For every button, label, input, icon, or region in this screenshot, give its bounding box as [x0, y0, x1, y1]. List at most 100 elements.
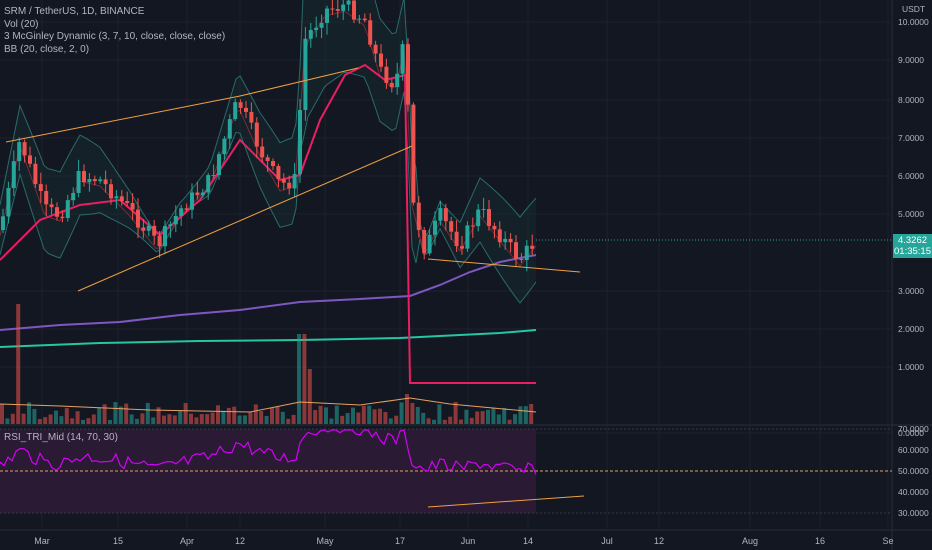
price-axis-label: 7.0000 — [898, 133, 924, 143]
rsi-axis-label: 40.0000 — [898, 487, 929, 497]
volume-bar — [453, 402, 458, 424]
price-axis-label: 3.0000 — [898, 286, 924, 296]
candle-body — [514, 242, 518, 259]
candle-body — [519, 258, 524, 261]
volume-bar — [248, 412, 253, 424]
candle-body — [173, 215, 178, 225]
candle-body — [465, 225, 470, 249]
candle-body — [470, 225, 475, 227]
volume-bar — [140, 413, 145, 424]
candle-body — [271, 161, 275, 167]
candle-body — [492, 225, 497, 230]
candle-body — [49, 204, 54, 208]
volume-bar — [91, 414, 96, 424]
symbol-title[interactable]: SRM / TetherUS, 1D, BINANCE — [4, 6, 145, 17]
time-axis-label: Jul — [601, 536, 613, 546]
volume-bar — [243, 415, 247, 424]
trend-line — [5, 95, 241, 143]
bar-countdown: 01:35:15 — [894, 246, 931, 257]
candle-body — [200, 192, 205, 196]
candle-body — [416, 202, 421, 231]
current-price-tag: 4.3262 01:35:15 — [893, 234, 932, 258]
candle-body — [55, 207, 59, 217]
candle-body — [92, 178, 97, 182]
candle-body — [146, 225, 151, 231]
volume-bar — [502, 408, 507, 424]
candle-body — [163, 225, 167, 247]
volume-bar — [48, 414, 53, 424]
volume-bar — [124, 403, 129, 424]
candle-body — [130, 202, 135, 210]
volume-bar — [297, 334, 301, 424]
time-axis-label: 12 — [654, 536, 664, 546]
volume-bar — [27, 402, 31, 424]
volume-bar — [86, 418, 91, 424]
volume-bar — [378, 408, 382, 424]
candle-body — [254, 122, 259, 147]
time-axis-label: 16 — [815, 536, 825, 546]
price-axis-currency: USDT — [902, 4, 925, 14]
candle-body — [460, 246, 464, 249]
candle-body — [330, 8, 335, 10]
volume-bar — [513, 414, 517, 424]
candle-body — [28, 155, 32, 164]
rsi-indicator-title[interactable]: RSI_TRI_Mid (14, 70, 30) — [4, 432, 118, 443]
time-axis-label: 17 — [395, 536, 405, 546]
candle-body — [422, 230, 427, 254]
volume-bar — [448, 416, 453, 424]
candle-body — [233, 102, 238, 120]
indicator-mcginley[interactable]: 3 McGinley Dynamic (3, 7, 10, close, clo… — [4, 31, 226, 42]
candle-body — [352, 0, 356, 20]
candle-body — [438, 208, 443, 221]
rsi-axis-label: 60.0000 — [898, 445, 929, 455]
time-axis-label: Mar — [34, 536, 50, 546]
candle-body — [22, 142, 27, 156]
chart-legend: SRM / TetherUS, 1D, BINANCE Vol (20) 3 M… — [4, 6, 225, 56]
candle-body — [179, 208, 184, 216]
candle-body — [211, 175, 216, 177]
volume-bar — [135, 418, 139, 424]
volume-bar — [199, 414, 204, 424]
mcginley-slow-line — [0, 329, 537, 348]
candle-body — [357, 18, 362, 20]
price-axis-label: 2.0000 — [898, 324, 924, 334]
volume-bar — [291, 414, 296, 424]
volume-bar — [54, 410, 58, 424]
volume-bar — [32, 408, 37, 424]
volume-bar — [480, 411, 485, 424]
price-axis-label: 0.0000 — [898, 428, 924, 438]
volume-bar — [356, 412, 361, 424]
candle-body — [341, 4, 346, 11]
candle-body — [308, 29, 313, 39]
indicator-volume[interactable]: Vol (20) — [4, 18, 39, 30]
volume-bar — [97, 407, 102, 424]
indicator-bollinger[interactable]: BB (20, close, 2, 0) — [4, 43, 90, 55]
volume-bar — [129, 414, 134, 424]
candle-body — [109, 184, 113, 199]
rsi-axis-label: 50.0000 — [898, 466, 929, 476]
candle-body — [87, 178, 92, 183]
volume-bar — [118, 406, 123, 424]
volume-bar — [156, 407, 161, 424]
volume-bar — [334, 405, 339, 424]
volume-bar — [172, 415, 177, 424]
candle-body — [368, 20, 373, 45]
candle-body — [136, 209, 140, 228]
volume-bar — [399, 402, 404, 424]
candle-body — [449, 221, 454, 232]
candle-body — [76, 171, 81, 193]
volume-bar — [318, 405, 323, 424]
time-axis-label: 14 — [523, 536, 533, 546]
volume-bar — [529, 403, 534, 424]
volume-bar — [108, 419, 112, 424]
candle-body — [427, 234, 432, 254]
candle-body — [384, 66, 389, 83]
candle-body — [44, 191, 49, 205]
candle-body — [319, 22, 324, 28]
candle-body — [298, 109, 302, 175]
volume-bar — [442, 419, 447, 424]
volume-bar — [437, 404, 442, 424]
candle-body — [373, 44, 378, 54]
